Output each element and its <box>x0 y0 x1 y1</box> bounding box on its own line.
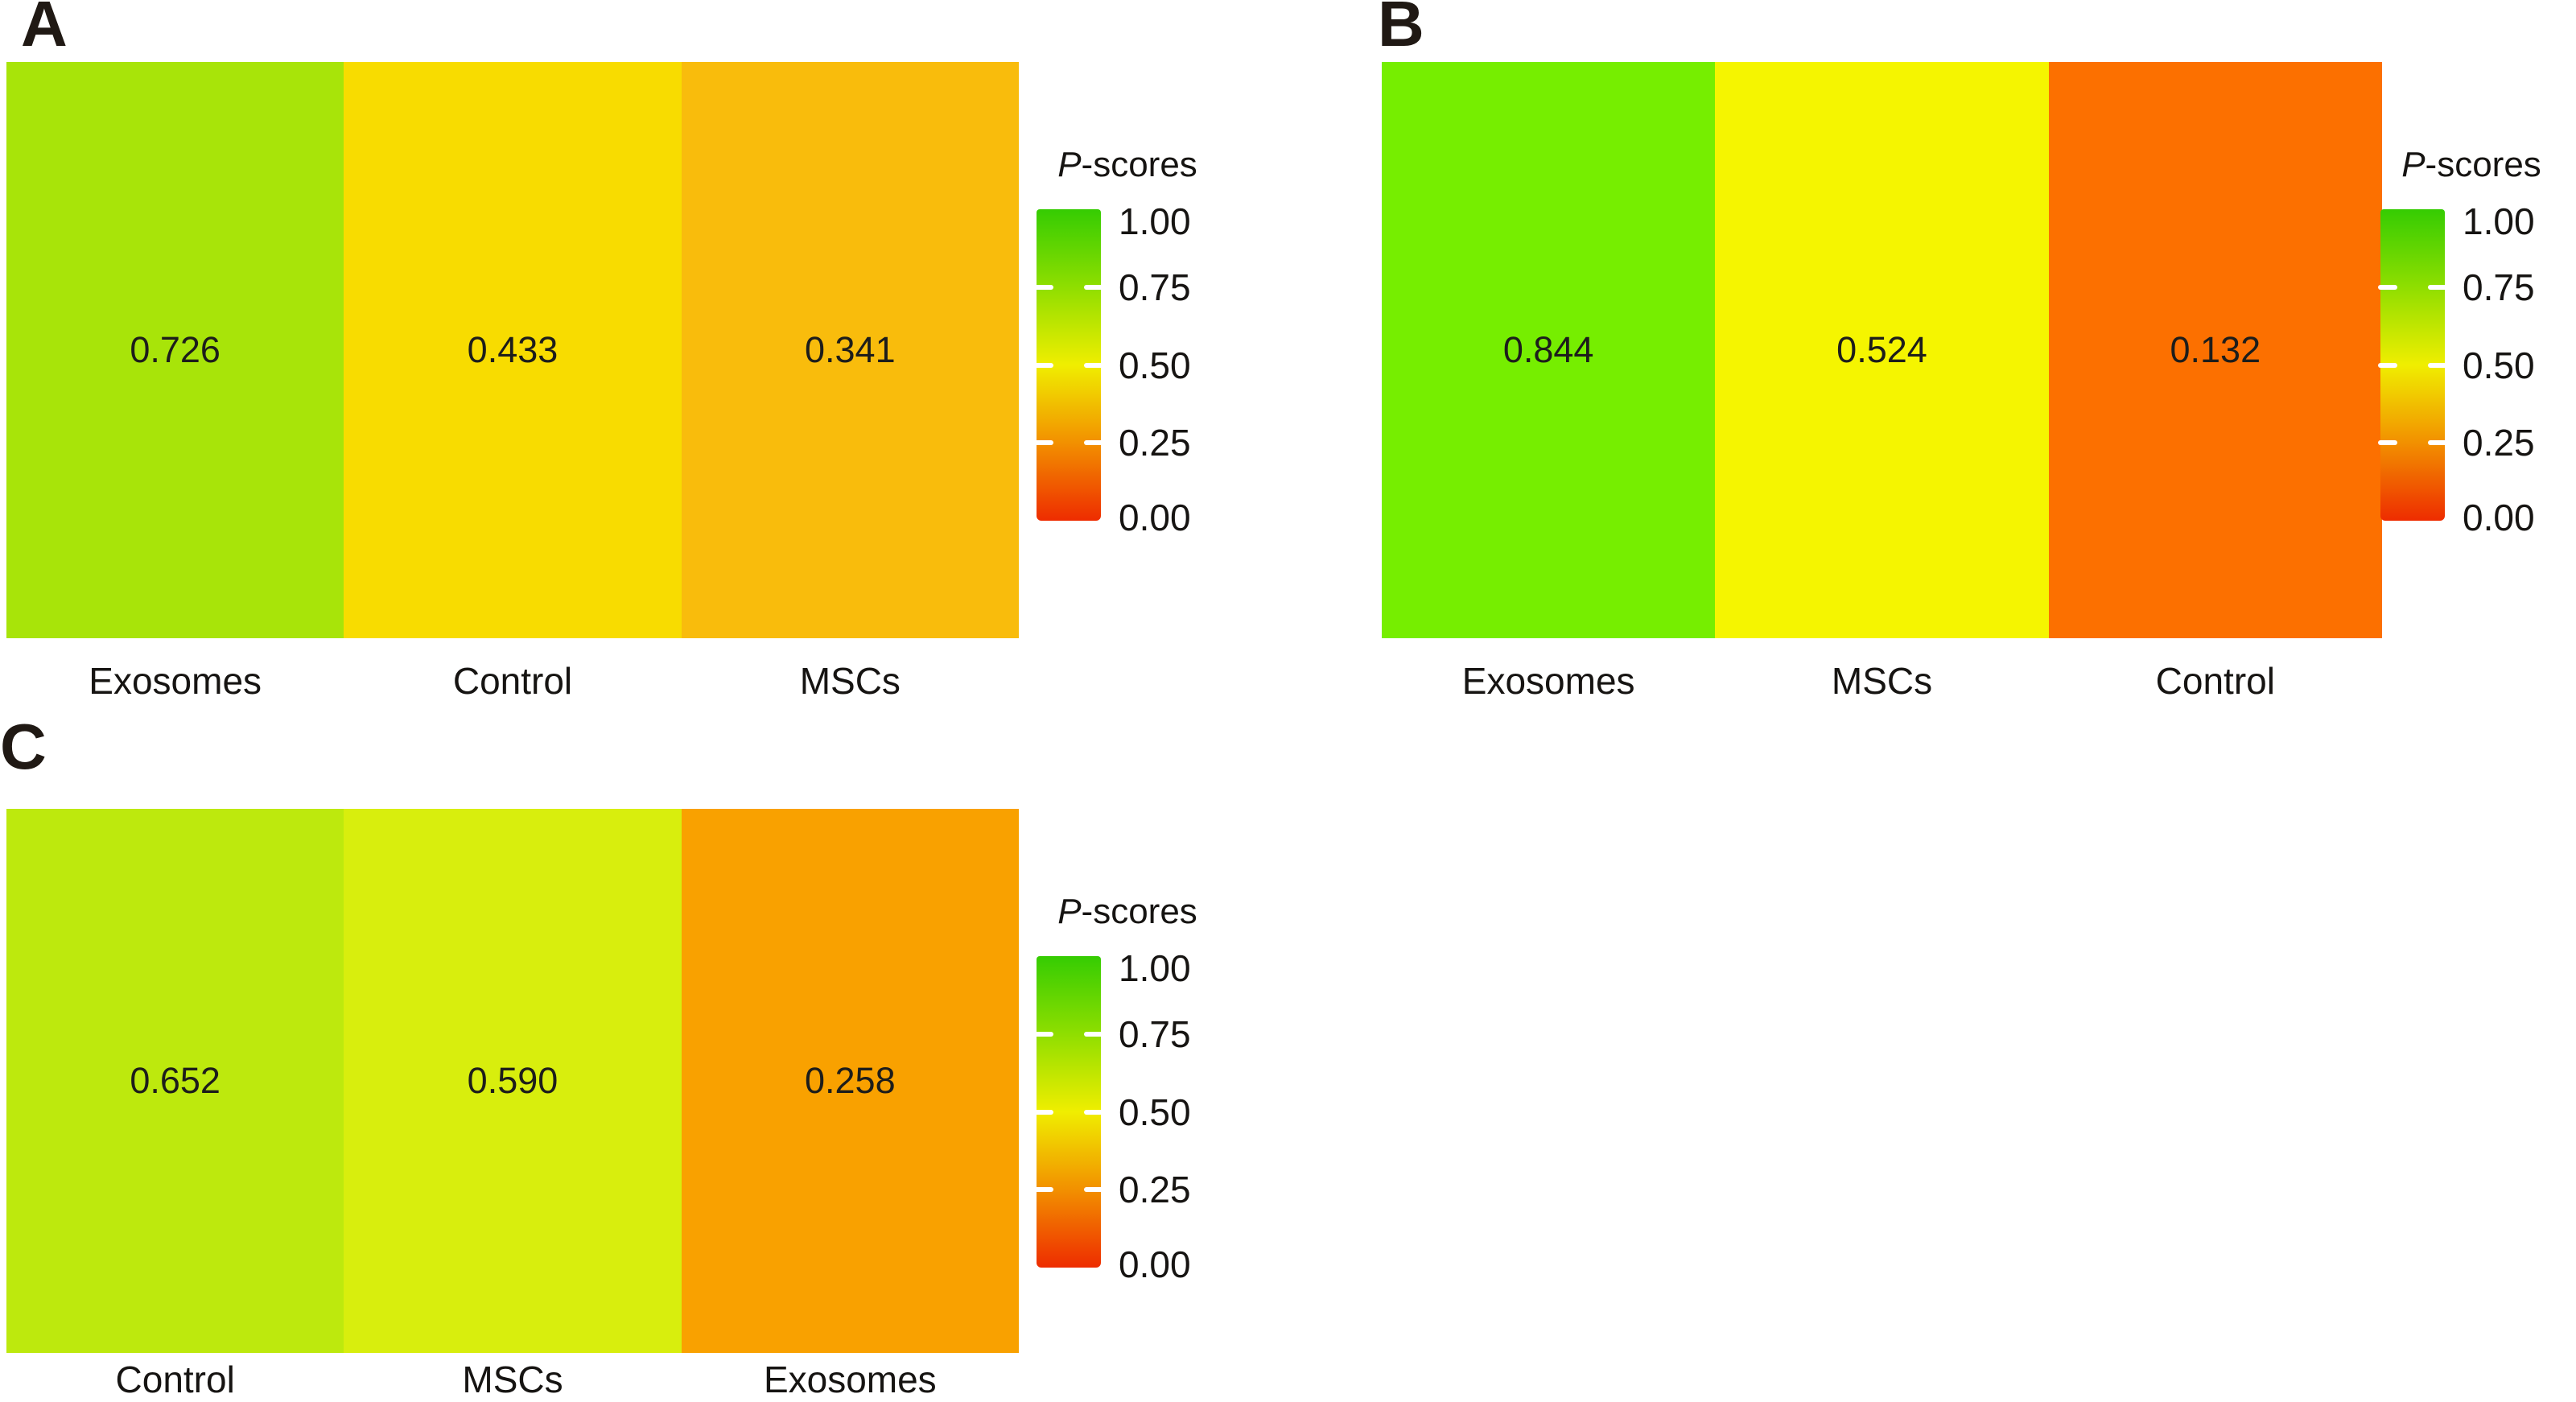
colorbar-tick: 0.25 <box>2463 422 2535 464</box>
panel-b: B 0.844 0.524 0.132 Exosomes MSCs Contro… <box>1368 0 2576 708</box>
colorbar-ticks: 1.00 0.75 0.50 0.25 0.00 <box>2463 200 2559 538</box>
colorbar-body: 1.00 0.75 0.50 0.25 0.00 <box>1034 200 1220 538</box>
category-label: MSCs <box>1831 660 1933 702</box>
panel-c-heatmap: 0.652 0.590 0.258 <box>6 809 1019 1353</box>
colorbar-tick: 0.00 <box>2463 497 2535 539</box>
colorbar-notch <box>1084 440 1103 446</box>
category-label: Exosomes <box>1461 660 1635 702</box>
colorbar-ticks: 1.00 0.75 0.50 0.25 0.00 <box>1119 200 1215 538</box>
colorbar-tick: 0.00 <box>1119 497 1191 539</box>
panel-c: C 0.652 0.590 0.258 Control MSCs Exosome… <box>0 708 1288 1402</box>
category-label: MSCs <box>462 1359 563 1400</box>
colorbar-notch <box>1084 1187 1103 1193</box>
colorbar-notch <box>1034 362 1053 368</box>
legend-title: P-scores <box>1035 892 1220 932</box>
panel-c-category-labels: Control MSCs Exosomes <box>6 1359 1019 1400</box>
colorbar-ticks: 1.00 0.75 0.50 0.25 0.00 <box>1119 947 1215 1285</box>
cell-value: 0.132 <box>2170 329 2261 370</box>
heatmap-cell-c-mscs: 0.590 <box>344 809 682 1353</box>
colorbar-body: 1.00 0.75 0.50 0.25 0.00 <box>2378 200 2564 538</box>
colorbar-notch <box>2378 284 2397 290</box>
panel-b-legend: P-scores 1.00 0.75 0.50 0.25 0.00 <box>2378 145 2564 538</box>
colorbar-tick: 1.00 <box>1119 200 1191 243</box>
panel-b-category-labels: Exosomes MSCs Control <box>1382 660 2382 702</box>
category-label: Control <box>115 1359 235 1400</box>
legend-title-italic-p: P <box>1057 145 1082 184</box>
cell-value: 0.844 <box>1502 329 1594 370</box>
cell-value: 0.590 <box>467 1060 558 1101</box>
legend-title: P-scores <box>2379 145 2564 185</box>
legend-title-suffix: -scores <box>1081 145 1197 184</box>
colorbar-tick: 0.00 <box>1119 1243 1191 1286</box>
colorbar-notch <box>1084 362 1103 368</box>
colorbar-tick: 0.75 <box>1119 1012 1191 1055</box>
colorbar-notch <box>1034 1031 1053 1037</box>
colorbar-notch <box>1084 1031 1103 1037</box>
panel-a-legend: P-scores 1.00 0.75 0.50 0.25 0.00 <box>1034 145 1220 538</box>
panel-c-letter: C <box>0 711 47 782</box>
colorbar-notch <box>1034 440 1053 446</box>
colorbar-notch <box>2428 440 2447 446</box>
category-label: MSCs <box>799 660 901 702</box>
colorbar-tick: 0.25 <box>1119 1169 1191 1211</box>
colorbar-gradient <box>1034 956 1103 1268</box>
colorbar-tick: 0.25 <box>1119 422 1191 464</box>
heatmap-cell-a-exosomes: 0.726 <box>6 62 344 638</box>
heatmap-cell-a-mscs: 0.341 <box>681 62 1019 638</box>
heatmap-cell-c-exosomes: 0.258 <box>681 809 1019 1353</box>
legend-title: P-scores <box>1035 145 1220 185</box>
legend-title-italic-p: P <box>2401 145 2426 184</box>
category-label: Control <box>452 660 573 702</box>
colorbar-notch <box>2378 440 2397 446</box>
panel-a-heatmap: 0.726 0.433 0.341 <box>6 62 1019 638</box>
panel-b-heatmap: 0.844 0.524 0.132 <box>1382 62 2382 638</box>
cell-value: 0.726 <box>130 329 221 370</box>
panel-b-letter: B <box>1378 0 1424 60</box>
colorbar-tick: 1.00 <box>2463 200 2535 243</box>
colorbar-gradient <box>1034 209 1103 521</box>
heatmap-cell-c-control: 0.652 <box>6 809 344 1353</box>
legend-title-suffix: -scores <box>2425 145 2541 184</box>
colorbar-notch <box>1034 1187 1053 1193</box>
colorbar-notch <box>1034 284 1053 290</box>
colorbar-gradient <box>2378 209 2447 521</box>
heatmap-cell-b-exosomes: 0.844 <box>1382 62 1716 638</box>
cell-value: 0.258 <box>805 1060 896 1101</box>
colorbar-tick: 1.00 <box>1119 947 1191 990</box>
heatmap-cell-b-mscs: 0.524 <box>1715 62 2049 638</box>
panel-c-legend: P-scores 1.00 0.75 0.50 0.25 0.00 <box>1034 892 1220 1285</box>
legend-title-italic-p: P <box>1057 892 1082 931</box>
panel-a-category-labels: Exosomes Control MSCs <box>6 660 1019 702</box>
heatmap-cell-b-control: 0.132 <box>2048 62 2382 638</box>
colorbar-notch <box>1034 1109 1053 1115</box>
category-label: Exosomes <box>89 660 262 702</box>
colorbar-notch <box>2428 284 2447 290</box>
colorbar-tick: 0.50 <box>2463 344 2535 386</box>
cell-value: 0.524 <box>1836 329 1927 370</box>
colorbar-tick: 0.75 <box>1119 266 1191 308</box>
colorbar-body: 1.00 0.75 0.50 0.25 0.00 <box>1034 947 1220 1285</box>
colorbar-tick: 0.50 <box>1119 1091 1191 1133</box>
category-label: Control <box>2155 660 2275 702</box>
colorbar-notch <box>2378 362 2397 368</box>
cell-value: 0.652 <box>130 1060 221 1101</box>
colorbar-tick: 0.75 <box>2463 266 2535 308</box>
heatmap-cell-a-control: 0.433 <box>344 62 682 638</box>
colorbar-notch <box>2428 362 2447 368</box>
colorbar-notch <box>1084 284 1103 290</box>
panel-a: A 0.726 0.433 0.341 Exosomes Control MSC… <box>0 0 1288 708</box>
panel-a-letter: A <box>21 0 68 60</box>
category-label: Exosomes <box>763 1359 937 1400</box>
cell-value: 0.433 <box>467 329 558 370</box>
colorbar-notch <box>1084 1109 1103 1115</box>
cell-value: 0.341 <box>805 329 896 370</box>
legend-title-suffix: -scores <box>1081 892 1197 931</box>
colorbar-tick: 0.50 <box>1119 344 1191 386</box>
